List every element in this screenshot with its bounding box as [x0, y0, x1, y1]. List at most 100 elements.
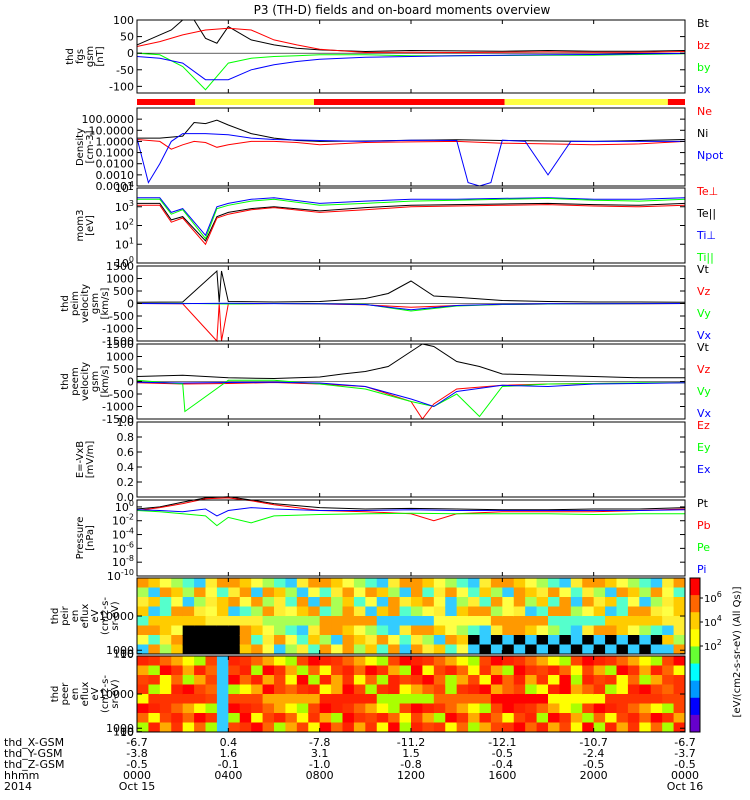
- spectrogram-cell: [605, 597, 618, 608]
- spectrogram-cell: [513, 703, 527, 714]
- spectrogram-cell: [536, 635, 549, 646]
- spectrogram-cell: [570, 587, 584, 598]
- y-tick-label: 1000: [106, 644, 134, 657]
- spectrogram-cell: [490, 635, 504, 646]
- spectrogram-cell: [616, 703, 629, 714]
- spectrogram-cell: [342, 675, 355, 686]
- spectrogram-cell: [388, 656, 401, 667]
- spectrogram-cell: [262, 694, 275, 705]
- spectrogram-cell: [388, 694, 401, 705]
- spectrogram-cell: [331, 713, 344, 724]
- spectrogram-cell: [194, 635, 207, 646]
- ephemeris-hhmm-value: 0000: [671, 769, 699, 782]
- spectrogram-cell: [536, 587, 549, 598]
- legend-entry: Ti⊥: [696, 229, 716, 242]
- spectrogram-cell: [468, 722, 481, 732]
- spectrogram-cell: [365, 703, 378, 714]
- spectrogram-cell: [308, 597, 321, 608]
- y-tick-label: 102: [115, 218, 134, 233]
- spectrogram-cell: [182, 703, 196, 714]
- spectrogram-cell: [194, 625, 207, 636]
- spectrogram-cell: [319, 644, 333, 654]
- ephemeris-x-value: -6.7: [126, 736, 147, 749]
- y-tick-label: 500: [113, 285, 134, 298]
- spectrogram-cell: [251, 606, 264, 617]
- spectrogram-cell: [479, 606, 492, 617]
- spectrogram-cell: [285, 587, 298, 598]
- legend-entry: Vy: [697, 385, 711, 398]
- spectrogram-cell: [650, 635, 664, 646]
- spectrogram-cell: [319, 675, 333, 686]
- spectrogram-cell: [536, 675, 549, 686]
- spectrogram-cell: [285, 635, 298, 646]
- spectrogram-cell: [296, 644, 310, 654]
- spectrogram-cell: [422, 587, 435, 598]
- legend-entry: Vy: [697, 307, 711, 320]
- spectrogram-cell: [182, 684, 196, 695]
- spectrogram-cell: [593, 606, 607, 617]
- spectrogram-cell: [673, 713, 685, 724]
- spectrogram-cell: [422, 722, 435, 732]
- spectrogram-cell: [433, 722, 447, 732]
- spectrogram-cell: [148, 703, 161, 714]
- spectrogram-cell: [548, 616, 561, 627]
- legend-entry: Ti||: [696, 251, 714, 264]
- spectrogram-cell: [650, 665, 664, 676]
- colorbar-label: [eV/(cm2-s-sr-eV) (All Qs)]: [732, 586, 743, 717]
- spectrogram-cell: [502, 656, 515, 667]
- spectrogram-cell: [548, 675, 561, 686]
- chart-title: P3 (TH-D) fields and on-board moments ov…: [254, 3, 551, 17]
- spectrogram-cell: [216, 694, 230, 705]
- spectrogram-cell: [548, 625, 561, 636]
- ephemeris-z-value: -0.1: [218, 758, 239, 771]
- spectrogram-cell: [559, 722, 572, 732]
- spectrogram-cell: [285, 578, 298, 589]
- spectrogram-cell: [639, 578, 652, 589]
- plot-area: [137, 108, 685, 186]
- spectrogram-cell: [194, 578, 207, 589]
- spectrogram-cell: [433, 684, 447, 695]
- spectrogram-cell: [422, 597, 435, 608]
- y-tick-label: 100: [115, 255, 134, 270]
- y-tick-label: 0: [127, 298, 134, 311]
- spectrogram-cell: [559, 656, 572, 667]
- y-axis-label-line: peim: [70, 291, 81, 316]
- y-axis-label-line: eV: [90, 609, 101, 622]
- spectrogram-cell: [662, 703, 675, 714]
- spectrogram-cell: [411, 587, 424, 598]
- spectrogram-cell: [216, 606, 230, 617]
- spectrogram-cell: [308, 694, 321, 705]
- spectrogram-cell: [376, 722, 390, 732]
- spectrogram-cell: [639, 675, 652, 686]
- spectrogram-cell: [422, 606, 435, 617]
- spectrogram-cell: [388, 597, 401, 608]
- spectrogram-cell: [456, 722, 470, 732]
- spectrogram-cell: [673, 684, 685, 695]
- spectrogram-cell: [673, 606, 685, 617]
- spectrogram-cell: [308, 625, 321, 636]
- spectrogram-cell: [490, 625, 504, 636]
- y-axis-label: thdpeemvelocitygsm[km/s]: [60, 362, 111, 401]
- spectrogram-cell: [479, 587, 492, 598]
- spectrogram-cell: [262, 684, 275, 695]
- spectrogram-cell: [456, 597, 470, 608]
- spectrogram-cell: [342, 625, 355, 636]
- spectrogram-cell: [662, 713, 675, 724]
- spectrogram-cell: [548, 606, 561, 617]
- spectrogram-cell: [502, 675, 515, 686]
- spectrogram-cell: [285, 675, 298, 686]
- spectrogram-cell: [502, 578, 515, 589]
- ephemeris-z-value: -0.4: [492, 758, 513, 771]
- spectrogram-cell: [605, 684, 618, 695]
- ephemeris-y-value: 1.6: [220, 747, 238, 760]
- spectrogram-cell: [536, 684, 549, 695]
- spectrogram-cell: [502, 597, 515, 608]
- spectrogram-cell: [308, 675, 321, 686]
- spectrogram-cell: [593, 665, 607, 676]
- spectrogram-cell: [296, 578, 310, 589]
- spectrogram-cell: [570, 644, 584, 654]
- colorbar-swatch: [690, 663, 700, 682]
- spectrogram-cell: [296, 722, 310, 732]
- y-tick-label: 103: [115, 199, 134, 214]
